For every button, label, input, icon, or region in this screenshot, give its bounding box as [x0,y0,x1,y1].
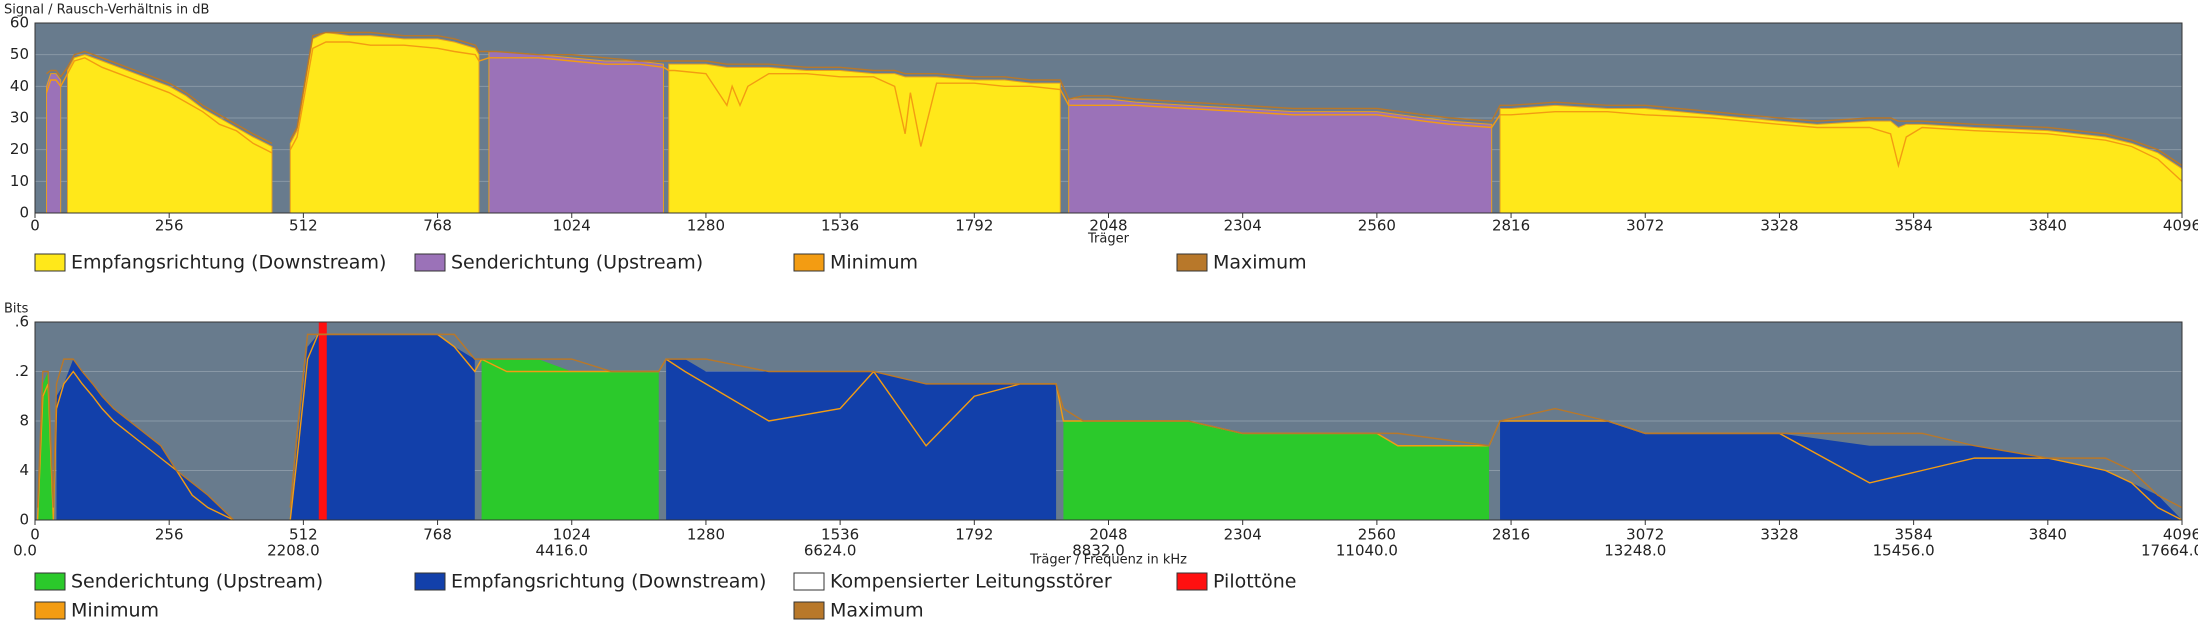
plot-frame [34,22,2183,214]
x-axis-title: Träger / Frequenz in kHz [1029,553,1187,568]
x-tick-label: 3840 [2029,217,2067,235]
x-tick-label: 3328 [1760,217,1798,235]
y-axis-title: Signal / Rausch-Verhältnis in dB [4,3,209,18]
legend-label: Minimum [71,600,159,622]
legend-swatch [34,572,66,591]
x2-tick-label: 11040.0 [1336,542,1398,560]
y-tick-label: 50 [10,45,29,63]
y-tick-label: 20 [10,140,29,158]
x-tick-label: 768 [423,217,452,235]
bar [318,322,327,520]
legend-swatch [793,572,825,591]
x-tick-label: 1792 [955,526,993,544]
x-tick-label: 768 [423,526,452,544]
x2-tick-label: 2208.0 [267,542,320,560]
x-tick-label: 3840 [2029,526,2067,544]
x-tick-label: 2816 [1492,526,1530,544]
line [36,333,2183,521]
y-axis-title: Bits [4,302,29,317]
area [37,359,1490,520]
legend-label: Kompensierter Leitungsstörer [830,571,1112,593]
x-tick-label: 256 [155,217,184,235]
legend-swatch [1176,253,1208,272]
legend-swatch [34,253,66,272]
x-tick-label: 0 [30,526,40,544]
y-tick-label: 60 [10,14,29,32]
x-tick-label: 2816 [1492,217,1530,235]
x2-tick-label: 17664.0 [2141,542,2198,560]
legend-label: Minimum [830,252,918,274]
x-tick-label: 2560 [1358,217,1396,235]
area [56,334,2182,520]
x-tick-label: 3328 [1760,526,1798,544]
legend-swatch [34,601,66,620]
legend-label: Empfangsrichtung (Downstream) [71,252,386,274]
area [66,31,2183,214]
x-tick-label: 256 [155,526,184,544]
x-tick-label: 1792 [955,217,993,235]
x-tick-label: 0 [30,217,40,235]
x-tick-label: 3584 [1895,217,1933,235]
x-tick-label: 512 [289,526,318,544]
x2-tick-label: 8832.0 [1072,542,1125,560]
x-tick-label: 512 [289,217,318,235]
x-tick-label: 1280 [687,217,725,235]
x-tick-label: 3584 [1895,526,1933,544]
legend-swatch [793,601,825,620]
line [46,31,2183,167]
x2-tick-label: 13248.0 [1604,542,1666,560]
x-tick-label: 3072 [1626,217,1664,235]
x2-tick-label: 15456.0 [1873,542,1935,560]
y-tick-label: 0 [19,511,29,529]
x-tick-label: 1280 [687,526,725,544]
y-tick-label: 8 [19,412,29,430]
y-tick-label: 40 [10,77,29,95]
plot-frame [34,321,2183,521]
x-tick-label: 1536 [821,217,859,235]
y-tick-label: 0 [19,204,29,222]
legend-swatch [414,253,446,272]
y-tick-label: 4 [19,461,29,479]
x-tick-label: 3072 [1626,526,1664,544]
x-tick-label: 2048 [1089,217,1127,235]
legend-label: Empfangsrichtung (Downstream) [451,571,766,593]
x-axis-title: Träger [1087,232,1130,247]
x-tick-label: 1536 [821,526,859,544]
x-tick-label: 2048 [1089,526,1127,544]
x-tick-label: 2304 [1224,217,1262,235]
legend-swatch [414,572,446,591]
legend-label: Maximum [830,600,924,622]
line [45,41,2183,182]
x-tick-label: 1024 [553,526,591,544]
y-tick-label: .2 [15,362,29,380]
x-tick-label: 2560 [1358,526,1396,544]
y-tick-label: 10 [10,172,29,190]
x2-tick-label: 0.0 [13,542,37,560]
x-tick-label: 1024 [553,217,591,235]
y-tick-label: 30 [10,109,29,127]
legend-label: Maximum [1213,252,1307,274]
x-tick-label: 4096 [2163,217,2198,235]
legend-label: Senderichtung (Upstream) [451,252,703,274]
x-tick-label: 4096 [2163,526,2198,544]
x2-tick-label: 6624.0 [804,542,857,560]
x-tick-label: 2304 [1224,526,1262,544]
x2-tick-label: 4416.0 [536,542,589,560]
legend-label: Pilottöne [1213,571,1296,593]
legend-swatch [793,253,825,272]
legend-swatch [1176,572,1208,591]
legend-label: Senderichtung (Upstream) [71,571,323,593]
y-tick-label: .6 [15,313,29,331]
